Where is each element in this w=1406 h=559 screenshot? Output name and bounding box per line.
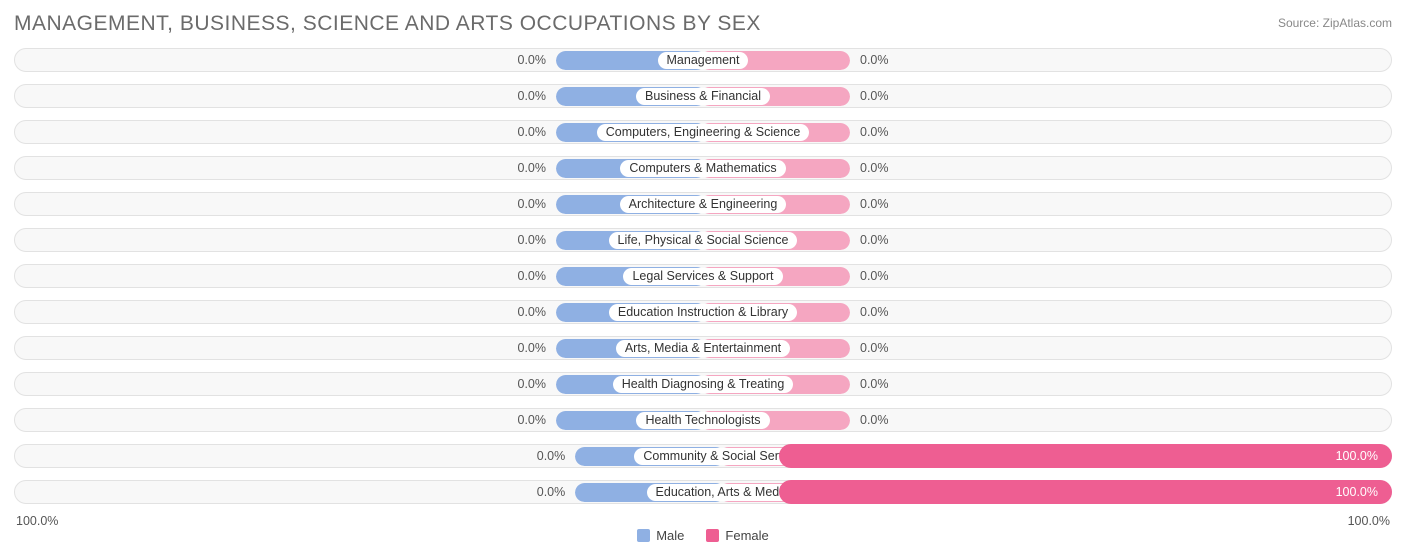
chart-row: 0.0%Health Diagnosing & Treating0.0% <box>14 370 1392 398</box>
chart-title: MANAGEMENT, BUSINESS, SCIENCE AND ARTS O… <box>14 12 761 36</box>
female-full-bar: 100.0% <box>779 480 1392 504</box>
chart-source: Source: ZipAtlas.com <box>1278 12 1392 30</box>
axis-left: 100.0% <box>16 514 58 528</box>
chart-row: 0.0%Architecture & Engineering0.0% <box>14 190 1392 218</box>
legend-female-label: Female <box>725 528 768 543</box>
male-swatch-icon <box>637 529 650 542</box>
axis-right: 100.0% <box>1348 514 1390 528</box>
chart-row: 0.0%Health Technologists0.0% <box>14 406 1392 434</box>
chart-footer: 100.0% 100.0% Male Female <box>14 514 1392 536</box>
chart-row: 0.0%Community & Social Service100.0% <box>14 442 1392 470</box>
chart-row: 0.0%Education, Arts & Media100.0% <box>14 478 1392 506</box>
chart-row: 0.0%Management0.0% <box>14 46 1392 74</box>
female-full-bar: 100.0% <box>779 444 1392 468</box>
chart-row: 0.0%Arts, Media & Entertainment0.0% <box>14 334 1392 362</box>
female-value: 100.0% <box>1336 449 1378 463</box>
chart-row: 0.0%Life, Physical & Social Science0.0% <box>14 226 1392 254</box>
chart-row: 0.0%Business & Financial0.0% <box>14 82 1392 110</box>
legend-male: Male <box>637 528 684 543</box>
chart-row: 0.0%Education Instruction & Library0.0% <box>14 298 1392 326</box>
legend: Male Female <box>14 528 1392 543</box>
chart-row: 0.0%Computers, Engineering & Science0.0% <box>14 118 1392 146</box>
female-swatch-icon <box>706 529 719 542</box>
legend-male-label: Male <box>656 528 684 543</box>
chart-row: 0.0%Legal Services & Support0.0% <box>14 262 1392 290</box>
chart-row: 0.0%Computers & Mathematics0.0% <box>14 154 1392 182</box>
legend-female: Female <box>706 528 768 543</box>
x-axis: 100.0% 100.0% <box>14 514 1392 528</box>
female-value: 100.0% <box>1336 485 1378 499</box>
chart-body: 0.0%Management0.0% 0.0%Business & Financi… <box>14 46 1392 506</box>
chart-header: MANAGEMENT, BUSINESS, SCIENCE AND ARTS O… <box>14 12 1392 36</box>
